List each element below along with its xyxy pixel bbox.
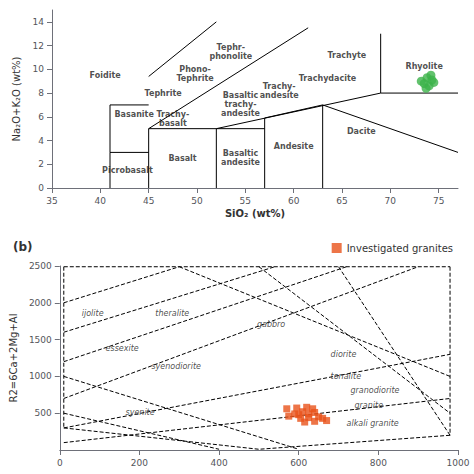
svg-text:14: 14: [33, 17, 45, 27]
svg-text:600: 600: [290, 458, 307, 468]
svg-text:0: 0: [57, 458, 63, 468]
svg-text:Tephr-: Tephr-: [217, 43, 246, 52]
svg-text:granodiorite: granodiorite: [350, 386, 399, 395]
svg-text:35: 35: [46, 196, 57, 206]
svg-text:6: 6: [38, 112, 44, 122]
svg-text:essexite: essexite: [106, 344, 139, 353]
svg-text:Tephrite: Tephrite: [176, 74, 214, 83]
svg-text:75: 75: [433, 196, 444, 206]
svg-text:(b): (b): [13, 240, 33, 254]
svg-text:andesite: andesite: [260, 91, 300, 100]
svg-text:65: 65: [336, 196, 347, 206]
svg-text:45: 45: [143, 196, 154, 206]
svg-text:andesite: andesite: [221, 109, 261, 118]
svg-text:Basalt: Basalt: [168, 154, 196, 163]
svg-text:Rhyolite: Rhyolite: [406, 62, 444, 71]
svg-text:basalt: basalt: [159, 119, 187, 128]
svg-text:phonolite: phonolite: [209, 52, 252, 61]
svg-text:1500: 1500: [29, 335, 52, 345]
svg-text:400: 400: [210, 458, 227, 468]
svg-text:8: 8: [38, 88, 44, 98]
svg-text:Basaltic: Basaltic: [223, 91, 259, 100]
svg-text:Na₂O+K₂O (wt%): Na₂O+K₂O (wt%): [11, 56, 22, 141]
svg-text:2: 2: [38, 159, 44, 169]
svg-text:2000: 2000: [29, 298, 52, 308]
svg-text:0: 0: [38, 183, 44, 193]
svg-text:R2=6Ca+2Mg+Al: R2=6Ca+2Mg+Al: [8, 314, 19, 403]
svg-text:Phono-: Phono-: [179, 65, 211, 74]
svg-text:Picrobasalt: Picrobasalt: [102, 166, 153, 175]
svg-text:Dacite: Dacite: [347, 127, 376, 136]
svg-text:syenodiorite: syenodiorite: [151, 362, 201, 371]
svg-text:Foidite: Foidite: [90, 71, 122, 80]
svg-text:4: 4: [38, 136, 44, 146]
svg-text:ijolite: ijolite: [82, 309, 104, 318]
svg-text:Basaltic: Basaltic: [223, 149, 259, 158]
svg-text:50: 50: [191, 196, 203, 206]
svg-text:2500: 2500: [29, 261, 52, 271]
svg-text:Trachy-: Trachy-: [156, 110, 189, 119]
svg-text:Investigated granites: Investigated granites: [347, 243, 453, 254]
svg-text:60: 60: [288, 196, 300, 206]
svg-text:Tephrite: Tephrite: [145, 89, 183, 98]
svg-text:syenite: syenite: [126, 408, 155, 417]
svg-text:Basanite: Basanite: [114, 110, 154, 119]
svg-text:500: 500: [35, 408, 52, 418]
svg-text:40: 40: [95, 196, 107, 206]
svg-text:andesite: andesite: [221, 158, 261, 167]
svg-text:SiO₂ (wt%): SiO₂ (wt%): [225, 208, 285, 219]
svg-text:200: 200: [131, 458, 148, 468]
svg-text:diorite: diorite: [331, 350, 357, 359]
svg-text:Andesite: Andesite: [274, 142, 314, 151]
svg-text:55: 55: [240, 196, 251, 206]
svg-text:granite: granite: [354, 401, 383, 410]
svg-text:alkali granite: alkali granite: [347, 419, 399, 428]
svg-text:1000: 1000: [447, 458, 470, 468]
svg-text:Trachy-: Trachy-: [263, 82, 296, 91]
svg-text:tonalite: tonalite: [331, 372, 362, 381]
svg-text:Trachyte: Trachyte: [327, 51, 366, 60]
svg-text:theralite: theralite: [155, 309, 189, 318]
svg-text:12: 12: [33, 41, 44, 51]
svg-text:1000: 1000: [29, 371, 52, 381]
svg-text:10: 10: [33, 64, 45, 74]
svg-text:800: 800: [370, 458, 387, 468]
svg-text:Trachydacite: Trachydacite: [299, 74, 357, 83]
svg-text:70: 70: [385, 196, 397, 206]
svg-text:trachy-: trachy-: [224, 100, 256, 109]
svg-text:gabbro: gabbro: [257, 320, 285, 329]
